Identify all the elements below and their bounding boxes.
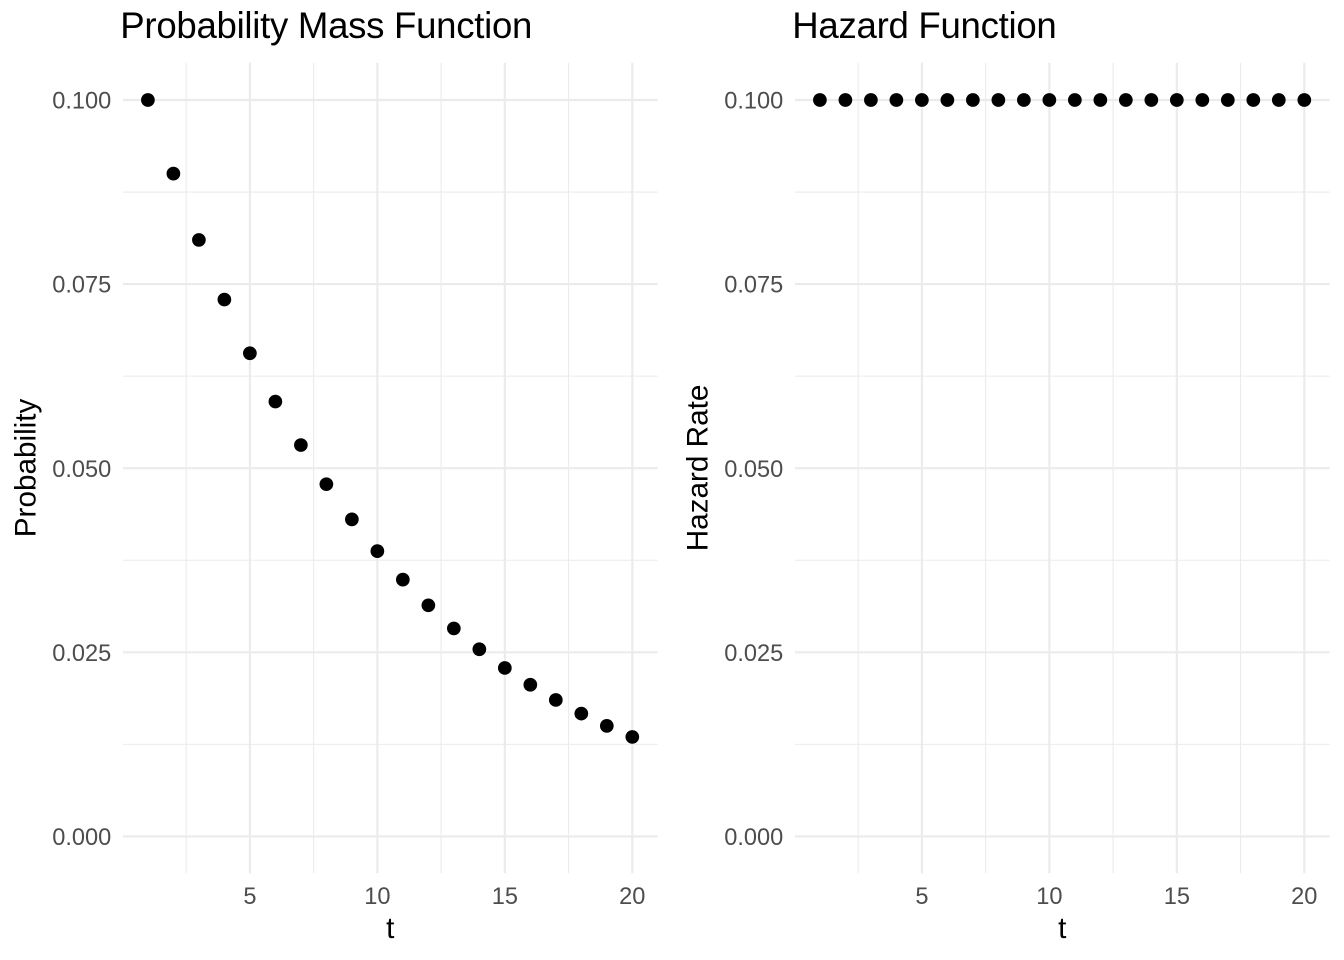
svg-text:20: 20 [619, 884, 645, 910]
svg-text:5: 5 [915, 884, 928, 910]
svg-text:Probability: Probability [10, 398, 43, 537]
svg-text:t: t [1058, 912, 1067, 945]
svg-text:0.025: 0.025 [52, 641, 111, 667]
svg-text:0.075: 0.075 [724, 273, 783, 299]
svg-text:0.050: 0.050 [724, 457, 783, 483]
svg-text:0.100: 0.100 [52, 89, 111, 115]
svg-text:0.050: 0.050 [52, 457, 111, 483]
svg-text:Hazard Rate: Hazard Rate [682, 385, 715, 552]
svg-text:Probability Mass Function: Probability Mass Function [120, 5, 532, 46]
svg-text:20: 20 [1291, 884, 1317, 910]
svg-text:t: t [386, 912, 395, 945]
svg-text:10: 10 [1036, 884, 1062, 910]
svg-text:5: 5 [243, 884, 256, 910]
svg-text:0.000: 0.000 [52, 825, 111, 851]
svg-text:10: 10 [364, 884, 390, 910]
svg-text:0.025: 0.025 [724, 641, 783, 667]
svg-text:15: 15 [492, 884, 518, 910]
svg-text:0.000: 0.000 [724, 825, 783, 851]
svg-text:0.075: 0.075 [52, 273, 111, 299]
svg-text:15: 15 [1164, 884, 1190, 910]
svg-text:Hazard Function: Hazard Function [792, 5, 1056, 46]
svg-text:0.100: 0.100 [724, 89, 783, 115]
